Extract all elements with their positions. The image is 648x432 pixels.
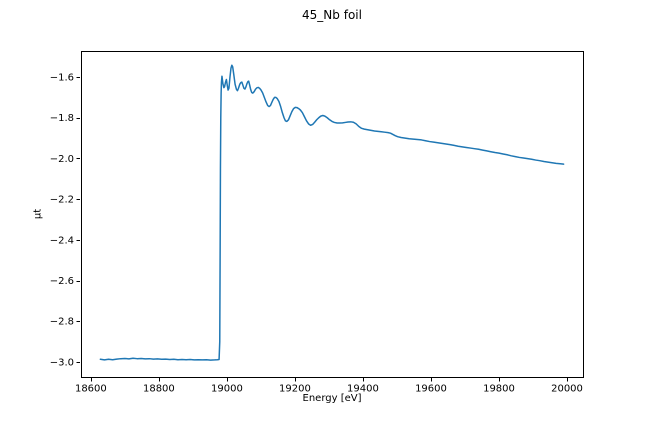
x-tick-label: 18800 [143, 384, 175, 395]
y-tick-label: −2.6 [50, 276, 74, 287]
y-tick-label: −1.8 [50, 113, 74, 124]
x-axis-label: Energy [eV] [302, 393, 362, 404]
y-tick-label: −1.6 [50, 73, 74, 84]
y-tick-label: −3.0 [50, 357, 74, 368]
x-tick-label: 19200 [279, 384, 311, 395]
y-tick-label: −2.4 [50, 235, 74, 246]
y-axis-label: μt [32, 208, 44, 220]
x-tick-label: 18600 [75, 384, 107, 395]
x-tick-label: 20000 [551, 384, 583, 395]
x-tick-label: 19000 [211, 384, 243, 395]
y-tick-label: −2.2 [50, 195, 74, 206]
chart-title: 45_Nb foil [302, 8, 362, 22]
x-tick-label: 19600 [415, 384, 447, 395]
y-tick-label: −2.0 [50, 154, 74, 165]
data-line [99, 64, 565, 361]
x-tick-label: 19400 [347, 384, 379, 395]
axes-frame [81, 51, 584, 378]
x-tick-label: 19800 [483, 384, 515, 395]
y-tick-label: −2.8 [50, 317, 74, 328]
